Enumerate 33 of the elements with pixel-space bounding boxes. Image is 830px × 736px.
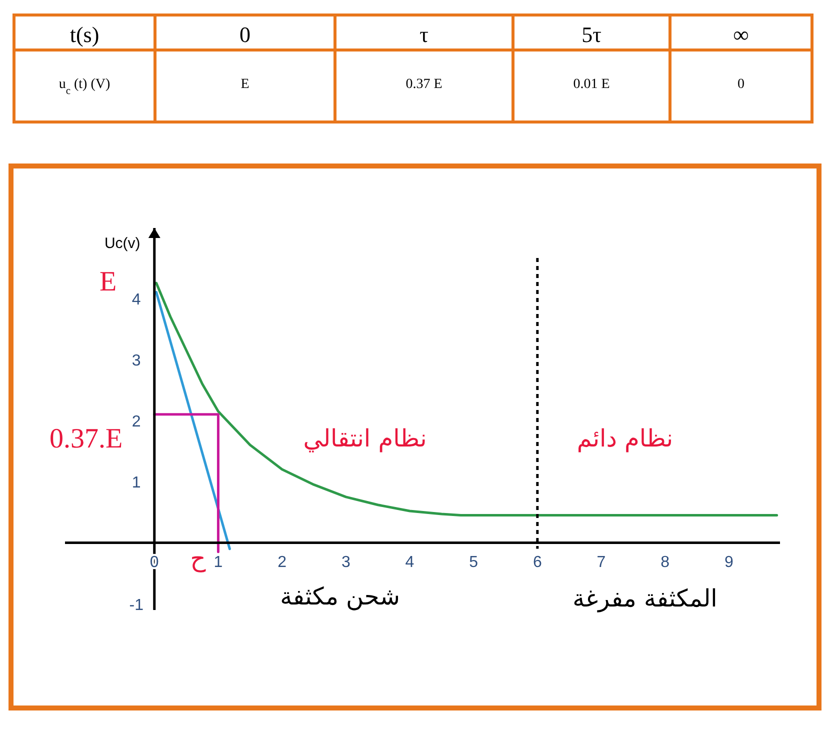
y-tick-label: 1 xyxy=(132,474,141,492)
line-series xyxy=(155,282,778,517)
text: u$_{c}$(t) (V) xyxy=(58,77,110,96)
text: 0 xyxy=(738,77,744,92)
text: E xyxy=(240,77,250,92)
x-tick-label: 7 xyxy=(596,554,606,571)
text: t(s) xyxy=(70,22,100,47)
annotation: المكثفة مفرغة xyxy=(572,584,718,613)
y-tick-label: 4 xyxy=(132,291,141,308)
annotation: 0.37.E xyxy=(49,423,123,454)
x-tick-label: 8 xyxy=(660,554,670,571)
y-tick-label: -1 xyxy=(129,596,144,614)
x-tick-label: 2 xyxy=(278,554,287,571)
text: 0 xyxy=(240,22,250,47)
x-tick-label: 4 xyxy=(405,554,414,571)
annotation: شحن مكثفة xyxy=(280,582,400,611)
x-tick-label: 5 xyxy=(469,554,478,571)
x-tick-label: 6 xyxy=(532,554,542,571)
x-tick-label: 1 xyxy=(214,554,223,571)
text: 0.01 E xyxy=(573,77,610,92)
text: 5τ xyxy=(582,22,602,47)
annotation: نظام دائم xyxy=(576,424,674,453)
text: ∞ xyxy=(733,22,749,47)
x-tick-label: 3 xyxy=(341,554,350,571)
text: τ xyxy=(420,22,429,47)
annotation: ح xyxy=(190,544,206,573)
text: 0.37 E xyxy=(406,77,442,92)
y-axis-title: Uc(v) xyxy=(104,235,140,252)
y-tick-label: 3 xyxy=(132,352,141,370)
annotation: نظام انتقالي xyxy=(303,424,427,453)
annotation: E xyxy=(99,266,117,298)
y-tick-label: 2 xyxy=(132,414,141,431)
x-tick-label: 9 xyxy=(724,554,734,571)
